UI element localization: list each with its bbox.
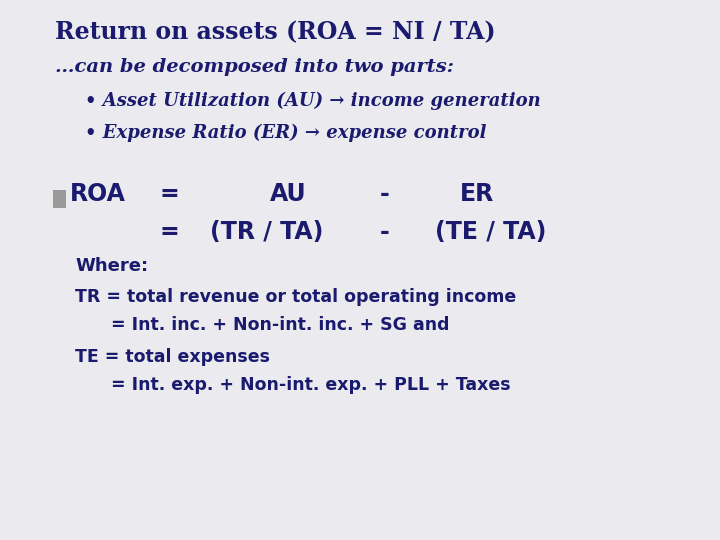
Text: = Int. inc. + Non-int. inc. + SG and: = Int. inc. + Non-int. inc. + SG and	[75, 316, 449, 334]
Text: (TE / TA): (TE / TA)	[435, 220, 546, 244]
Text: =: =	[160, 182, 180, 206]
Text: ER: ER	[460, 182, 494, 206]
Bar	[53, 190, 66, 208]
Text: • Expense Ratio (ER) → expense control: • Expense Ratio (ER) → expense control	[85, 124, 487, 142]
Text: ROA: ROA	[70, 182, 126, 206]
Text: …can be decomposed into two parts:: …can be decomposed into two parts:	[55, 58, 454, 76]
Text: =: =	[160, 220, 180, 244]
Text: • Asset Utilization (AU) → income generation: • Asset Utilization (AU) → income genera…	[85, 92, 541, 110]
Text: -: -	[380, 182, 390, 206]
Text: Return on assets (ROA = NI / TA): Return on assets (ROA = NI / TA)	[55, 20, 495, 44]
Text: (TR / TA): (TR / TA)	[210, 220, 323, 244]
Text: Where:: Where:	[75, 257, 148, 275]
Text: AU: AU	[270, 182, 307, 206]
Text: = Int. exp. + Non-int. exp. + PLL + Taxes: = Int. exp. + Non-int. exp. + PLL + Taxe…	[75, 376, 510, 394]
Text: -: -	[380, 220, 390, 244]
Text: TE = total expenses: TE = total expenses	[75, 348, 270, 366]
Text: TR = total revenue or total operating income: TR = total revenue or total operating in…	[75, 288, 516, 306]
